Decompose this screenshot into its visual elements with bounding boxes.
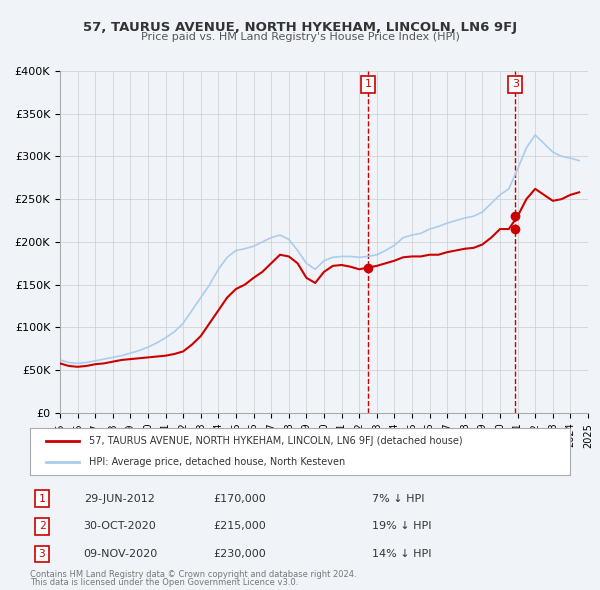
Text: 57, TAURUS AVENUE, NORTH HYKEHAM, LINCOLN, LN6 9FJ: 57, TAURUS AVENUE, NORTH HYKEHAM, LINCOL… — [83, 21, 517, 34]
Text: Price paid vs. HM Land Registry's House Price Index (HPI): Price paid vs. HM Land Registry's House … — [140, 32, 460, 42]
Text: 30-OCT-2020: 30-OCT-2020 — [83, 522, 157, 531]
Text: 09-NOV-2020: 09-NOV-2020 — [83, 549, 157, 559]
Text: 29-JUN-2012: 29-JUN-2012 — [85, 494, 155, 503]
Text: £215,000: £215,000 — [214, 522, 266, 531]
Text: 1: 1 — [38, 494, 46, 503]
Text: Contains HM Land Registry data © Crown copyright and database right 2024.: Contains HM Land Registry data © Crown c… — [30, 571, 356, 579]
Text: This data is licensed under the Open Government Licence v3.0.: This data is licensed under the Open Gov… — [30, 578, 298, 587]
Text: £170,000: £170,000 — [214, 494, 266, 503]
Text: HPI: Average price, detached house, North Kesteven: HPI: Average price, detached house, Nort… — [89, 457, 346, 467]
Text: 19% ↓ HPI: 19% ↓ HPI — [372, 522, 431, 531]
Text: 3: 3 — [512, 80, 519, 90]
Text: 2: 2 — [38, 522, 46, 531]
Text: 1: 1 — [365, 80, 371, 90]
Text: £230,000: £230,000 — [214, 549, 266, 559]
Text: 14% ↓ HPI: 14% ↓ HPI — [372, 549, 431, 559]
Text: 3: 3 — [38, 549, 46, 559]
Text: 7% ↓ HPI: 7% ↓ HPI — [372, 494, 425, 503]
Text: 57, TAURUS AVENUE, NORTH HYKEHAM, LINCOLN, LN6 9FJ (detached house): 57, TAURUS AVENUE, NORTH HYKEHAM, LINCOL… — [89, 436, 463, 446]
